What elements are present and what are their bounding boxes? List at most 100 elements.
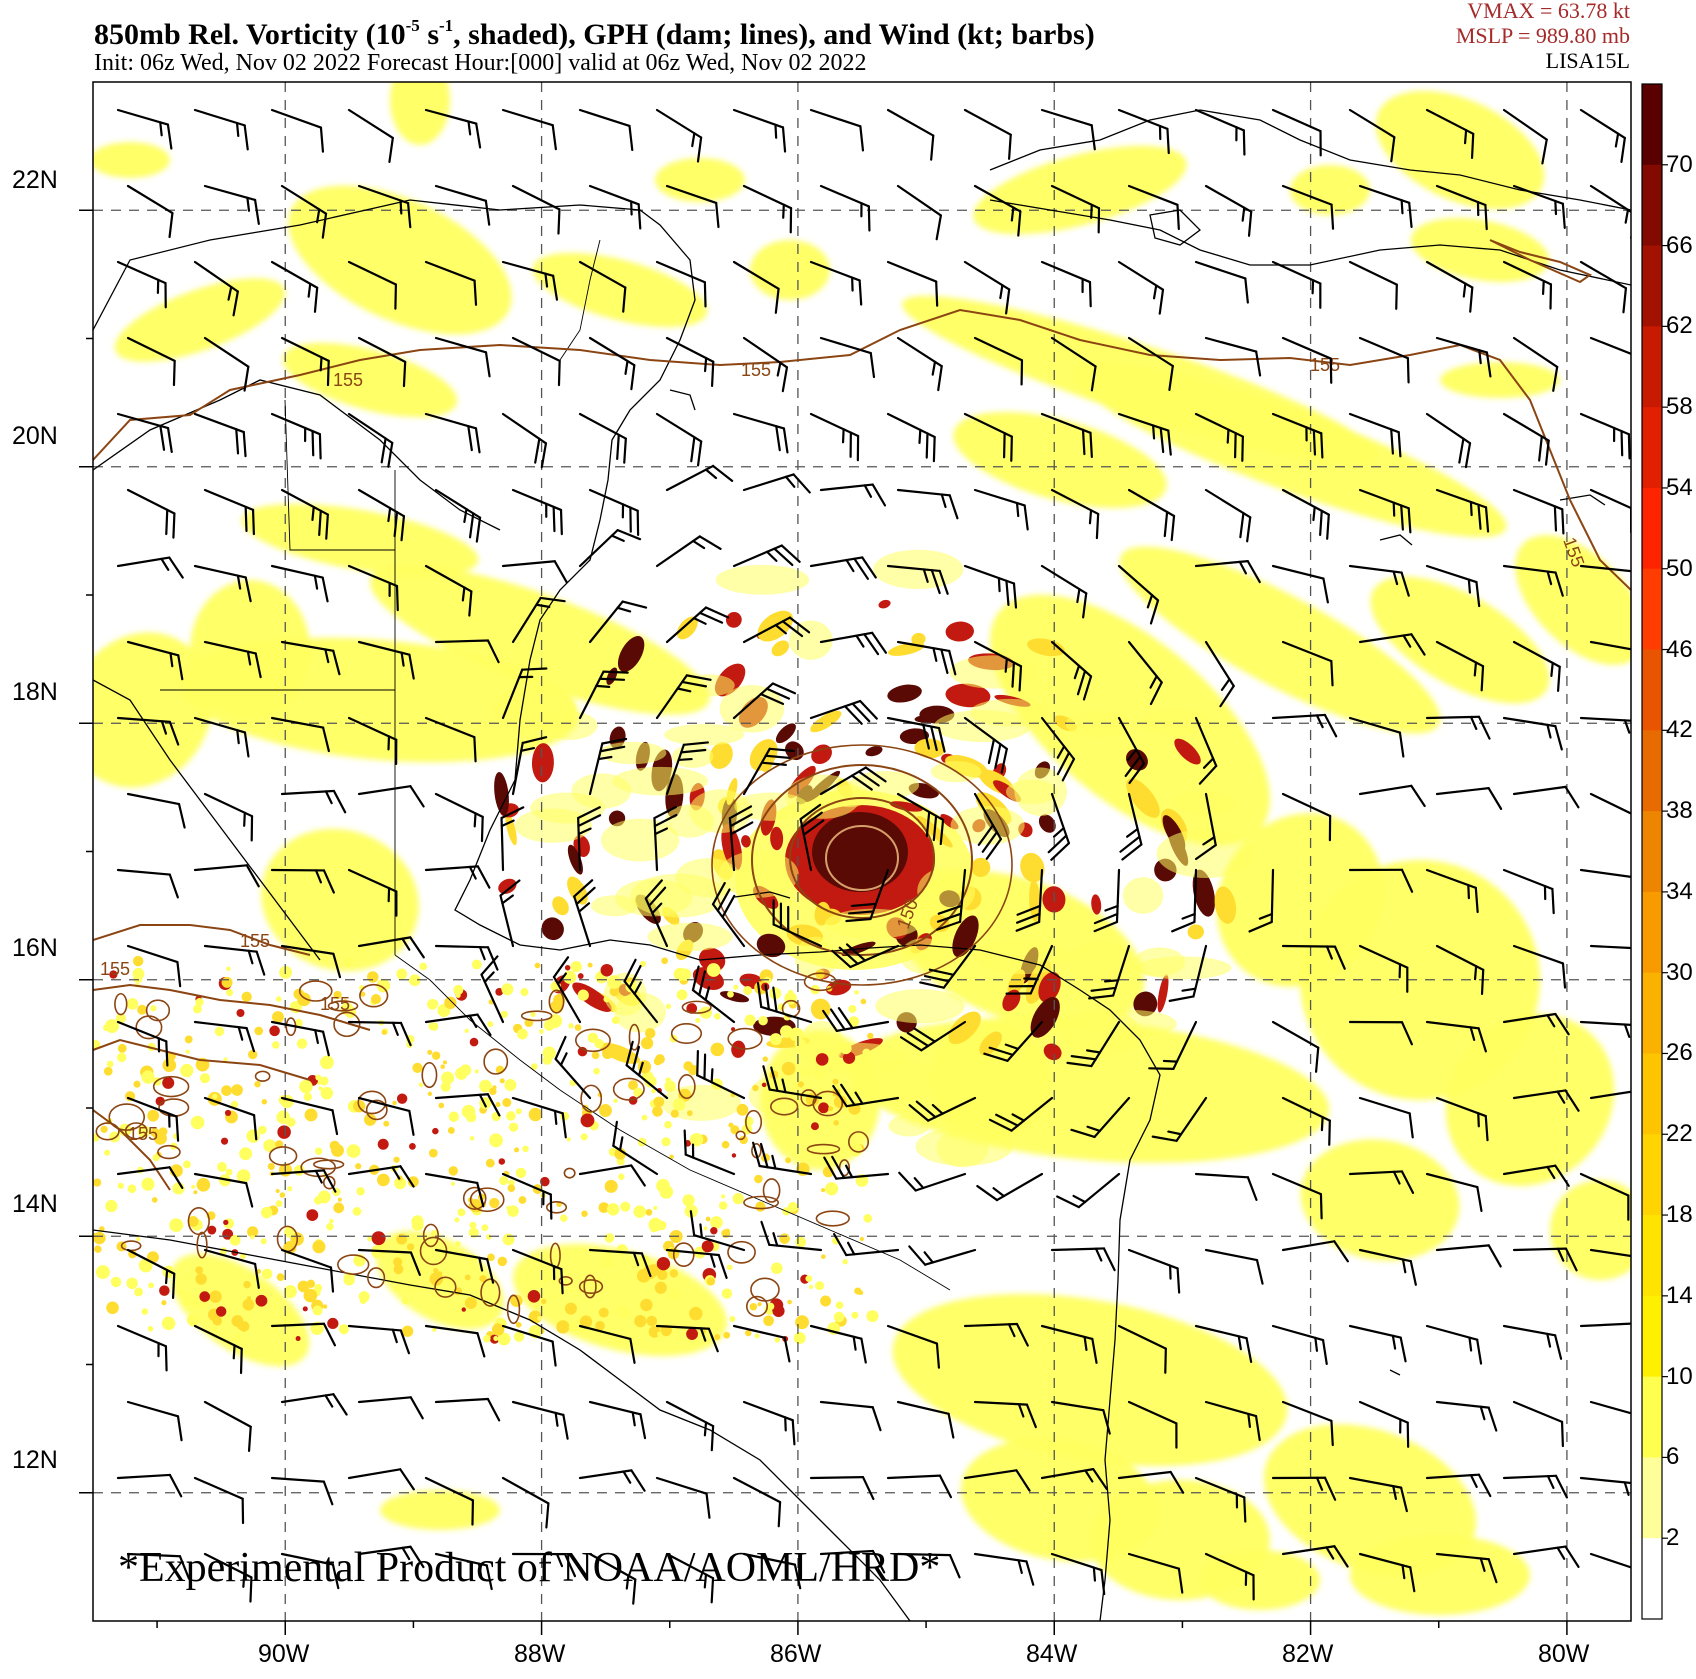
- wind-barb: [973, 1552, 1035, 1586]
- wind-barb: [1512, 1247, 1578, 1272]
- wind-barb: [1117, 412, 1172, 456]
- wind-barb: [501, 560, 568, 584]
- wind-barb: [578, 529, 642, 568]
- wind-barb: [203, 1552, 253, 1603]
- wind-barb: [665, 741, 709, 796]
- wind-barb: [1040, 1468, 1108, 1491]
- wind-barb: [203, 640, 262, 679]
- colorbar-label: 70: [1666, 150, 1693, 178]
- wind-barb: [126, 792, 186, 829]
- wind-barb: [1348, 868, 1414, 893]
- wind-barb: [280, 1393, 348, 1416]
- wind-barb: [1589, 184, 1631, 240]
- colorbar-swatch: [1642, 568, 1662, 651]
- wind-barb: [1435, 944, 1485, 996]
- wind-barb: [742, 336, 789, 393]
- wind-barb: [126, 488, 176, 539]
- wind-barb: [1040, 412, 1093, 459]
- wind-barb: [1579, 564, 1631, 573]
- wind-barb: [908, 1245, 977, 1266]
- wind-barb: [1194, 260, 1249, 304]
- wind-barb: [963, 1322, 1029, 1347]
- wind-barb: [963, 108, 1012, 160]
- wind-barb: [1204, 336, 1262, 377]
- wind-barb: [1271, 713, 1338, 738]
- wind-barb: [1425, 1172, 1483, 1212]
- wind-barb: [203, 1096, 258, 1141]
- wind-barb: [1425, 1473, 1492, 1498]
- wind-barb: [1127, 336, 1174, 392]
- wind-barbs: [116, 108, 1631, 1605]
- wind-barb: [665, 464, 734, 492]
- wind-barb: [1117, 108, 1170, 155]
- wind-barb: [193, 108, 249, 151]
- wind-barb: [1435, 336, 1492, 378]
- colorbar-label: 50: [1666, 554, 1693, 582]
- wind-barb: [896, 184, 942, 241]
- wind-barb: [1271, 564, 1329, 604]
- wind-barb: [1512, 785, 1580, 809]
- colorbar-label: 18: [1666, 1201, 1693, 1229]
- colorbar-swatch: [1642, 972, 1662, 1054]
- wind-barb: [501, 667, 548, 720]
- wind-barb: [1435, 1400, 1498, 1432]
- contour-label: 155: [741, 360, 771, 380]
- wind-barb: [1512, 1545, 1580, 1569]
- wind-barb: [1425, 412, 1472, 469]
- wind-barb: [762, 1065, 823, 1100]
- wind-barb: [1281, 944, 1346, 970]
- wind-barb: [126, 1552, 191, 1580]
- wind-barb: [1066, 1020, 1121, 1068]
- contour-label: 155: [320, 994, 350, 1014]
- wind-barb: [1512, 336, 1559, 392]
- colorbar-label: 66: [1666, 231, 1693, 259]
- wind-barb: [1204, 1552, 1255, 1601]
- vorticity-shading: [93, 82, 1631, 1615]
- wind-barb: [588, 600, 648, 644]
- wind-barb: [193, 1172, 254, 1208]
- wind-barb: [357, 1096, 415, 1136]
- wind-barb: [899, 1020, 967, 1052]
- wind-barb: [1127, 640, 1163, 706]
- wind-barb: [1358, 944, 1409, 993]
- wind-barb: [270, 1476, 334, 1506]
- wind-barb: [665, 1552, 715, 1604]
- wind-barb: [1271, 1020, 1320, 1073]
- wind-barb: [1281, 1400, 1334, 1447]
- wind-barb: [1435, 1244, 1502, 1268]
- colorbar-label: 30: [1666, 958, 1693, 986]
- wind-barb: [1281, 1096, 1331, 1146]
- wind-barb: [1117, 564, 1160, 625]
- wind-barb: [1589, 1088, 1631, 1100]
- wind-barb: [280, 1248, 335, 1293]
- wind-barb: [1502, 1474, 1568, 1499]
- wind-barb: [1425, 260, 1474, 313]
- wind-barb: [588, 488, 640, 536]
- wind-barb: [280, 1096, 339, 1136]
- wind-barb: [357, 488, 406, 542]
- wind-barb: [1040, 716, 1076, 782]
- wind-barb: [347, 564, 399, 612]
- wind-barb: [1502, 1012, 1570, 1036]
- wind-barb: [1502, 868, 1555, 915]
- lat-label-12n: 12N: [12, 1446, 58, 1474]
- wind-barb: [1512, 488, 1565, 535]
- wind-barb: [1040, 1324, 1098, 1364]
- wind-barb: [963, 260, 1011, 315]
- wind-barb: [809, 260, 863, 306]
- wind-barb: [832, 1083, 900, 1108]
- wind-barb: [1194, 792, 1217, 861]
- wind-barb: [1117, 260, 1165, 315]
- contour-label: 155: [100, 959, 130, 979]
- wind-barb: [280, 184, 328, 239]
- wind-barb: [1168, 944, 1208, 1002]
- wind-barb: [1117, 716, 1146, 785]
- wind-barb: [833, 1233, 900, 1257]
- vmax-readout: VMAX = 63.78 kt: [1467, 0, 1630, 23]
- wind-barb: [116, 556, 184, 579]
- wind-barb: [193, 1324, 243, 1375]
- wind-barb: [1579, 716, 1631, 734]
- lat-lon-grid: [93, 82, 1631, 1621]
- wind-barb: [886, 412, 936, 463]
- wind-barb: [819, 483, 887, 507]
